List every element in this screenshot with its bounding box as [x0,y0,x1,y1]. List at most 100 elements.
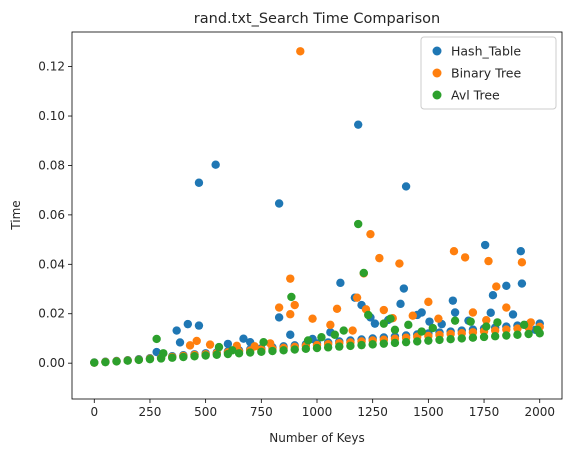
data-point [519,320,529,330]
x-tick-label: 1250 [357,405,388,419]
data-point [386,314,395,323]
data-point [492,282,501,291]
data-point [413,337,422,346]
x-tick-label: 250 [139,405,162,419]
data-point [145,355,155,364]
chart-title: rand.txt_Search Time Comparison [194,11,440,27]
data-point [152,347,161,357]
y-axis-label: Time [9,200,23,230]
data-point [354,120,363,129]
data-point [424,336,433,345]
data-point [336,278,345,288]
data-point [502,281,511,291]
data-point [524,329,533,339]
data-point [183,319,193,329]
y-tick-label: 0.10 [38,109,65,123]
data-point [408,311,417,320]
data-point [449,247,459,256]
data-point [395,259,404,268]
data-point [123,356,132,365]
data-point [245,348,255,357]
data-point [468,308,478,317]
data-point [312,343,322,353]
data-point [211,160,220,169]
data-point [493,318,502,327]
x-tick-label: 1750 [469,405,500,419]
data-point [279,346,288,355]
legend-marker [432,68,442,78]
data-point [268,346,277,356]
y-tick-label: 0.08 [38,158,65,172]
data-point [296,47,305,56]
x-axis-ticks: 0 250 500 750 1000 1250 1500 1750 2000 [90,399,555,419]
data-point [370,319,380,328]
data-point [482,315,491,325]
data-point [326,320,335,330]
data-point [482,322,491,331]
data-point [274,303,284,312]
data-point [301,344,311,354]
data-point [502,325,511,334]
data-point [526,318,536,327]
data-point [368,340,377,349]
data-point [112,357,121,366]
data-point [379,319,389,328]
legend-label: Binary Tree [451,66,521,81]
x-tick-label: 0 [90,405,98,419]
data-point [480,240,490,250]
data-point [479,332,489,342]
data-point [234,349,244,358]
data-point [450,316,460,325]
data-point [194,178,204,187]
data-point [516,247,525,256]
data-point [484,256,493,266]
legend-box [420,36,557,110]
data-point [401,182,411,191]
data-point [404,320,413,330]
data-point [448,296,458,305]
data-point [194,321,204,330]
data-point [274,199,284,208]
data-point [533,325,542,334]
data-point [486,308,495,317]
data-point [488,291,498,300]
data-point [250,342,259,351]
data-point [399,284,409,293]
data-point [375,253,384,263]
data-point [348,326,357,335]
data-point [286,330,295,339]
data-point [190,352,199,361]
data-point [185,341,195,350]
data-point [379,305,389,315]
data-point [517,279,527,288]
data-point [417,327,426,336]
data-point [214,342,224,352]
data-point [172,326,181,335]
x-tick-label: 1500 [413,405,444,419]
data-point [428,323,438,333]
legend: Hash_Table Binary Tree Avl Tree [420,36,557,110]
data-point [317,333,326,342]
data-point [286,274,295,283]
data-point [390,325,400,334]
data-point [201,351,210,360]
data-point [290,300,299,310]
data-point [490,332,500,341]
data-point [287,292,296,302]
data-point [134,355,144,365]
series-2 [90,219,544,367]
data-point [513,324,522,333]
data-point [366,229,375,239]
data-point [508,310,518,319]
data-point [424,297,433,307]
data-point [450,308,460,317]
data-point [335,342,344,351]
data-point [457,334,466,343]
data-point [396,299,405,309]
data-point [434,314,443,323]
data-point [435,335,444,345]
y-tick-label: 0.12 [38,60,65,74]
data-point [205,340,215,349]
data-point [223,339,233,349]
legend-label: Avl Tree [451,88,500,103]
